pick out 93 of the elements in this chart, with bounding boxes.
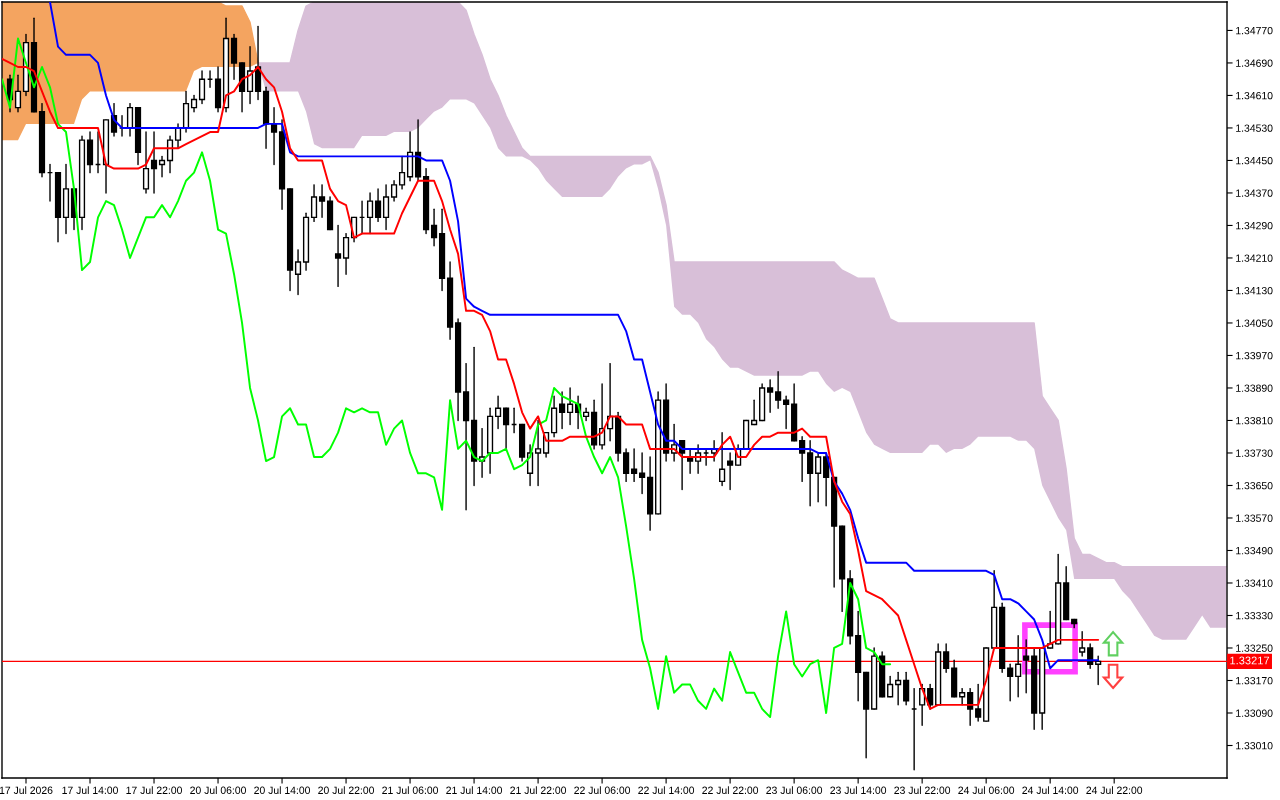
- y-tick-label: 1.33010: [1236, 742, 1273, 750]
- x-tick-label: 17 Jul 22:00: [126, 786, 182, 794]
- candlestick: [927, 683, 934, 710]
- x-tick-label: 23 Jul 14:00: [830, 786, 887, 794]
- candlestick: [975, 683, 982, 722]
- y-tick-label: 1.33490: [1236, 546, 1273, 555]
- candlestick: [767, 379, 774, 414]
- candlestick: [639, 452, 646, 495]
- y-tick-label: 1.34050: [1236, 319, 1273, 327]
- y-tick-label: 1.33410: [1236, 579, 1273, 587]
- x-tick-label: 24 Jul 14:00: [1022, 786, 1079, 794]
- line-series: [49, 2, 1100, 670]
- candlestick: [895, 671, 902, 706]
- candlestick: [582, 407, 590, 422]
- candlestick: [807, 440, 814, 507]
- candlestick: [967, 687, 974, 726]
- candlestick: [294, 249, 302, 296]
- candlestick: [398, 155, 406, 190]
- candlestick: [815, 452, 822, 503]
- candlestick: [318, 184, 326, 219]
- y-tick-label: 1.34130: [1236, 286, 1273, 295]
- candlestick: [566, 387, 574, 426]
- candlestick: [142, 131, 150, 194]
- candlestick: [1095, 655, 1102, 686]
- line-series: [2, 37, 892, 719]
- candlestick: [959, 687, 966, 706]
- y-tick-label: 1.33890: [1236, 384, 1273, 392]
- y-tick-label: 1.34690: [1236, 59, 1273, 67]
- x-tick-label: 17 Jul 14:00: [62, 786, 118, 794]
- y-tick-label: 1.34290: [1236, 221, 1273, 230]
- candlestick: [887, 675, 894, 698]
- candlestick: [342, 232, 350, 275]
- candlestick: [631, 448, 638, 483]
- candlestick: [430, 208, 438, 247]
- candlestick: [534, 419, 542, 487]
- candlestick: [366, 192, 374, 235]
- x-tick-label: 21 Jul 14:00: [446, 786, 503, 794]
- y-tick-label: 1.34210: [1236, 254, 1273, 262]
- y-tick-label: 1.34610: [1236, 91, 1273, 100]
- x-tick-label: 17 Jul 2026: [0, 786, 53, 794]
- x-tick-label: 23 Jul 06:00: [766, 786, 823, 794]
- y-tick-label: 1.33970: [1236, 351, 1273, 360]
- candlestick: [775, 371, 782, 409]
- x-tick-label: 22 Jul 14:00: [638, 786, 695, 794]
- x-tick-label: 24 Jul 06:00: [958, 786, 1015, 794]
- candlestick: [158, 155, 166, 178]
- y-tick-label: 1.33730: [1236, 449, 1273, 457]
- candlestick: [1015, 635, 1022, 698]
- x-tick-label: 20 Jul 22:00: [318, 786, 375, 794]
- candlestick: [1087, 643, 1094, 669]
- candlestick: [390, 180, 398, 202]
- candlestick: [126, 102, 134, 137]
- x-tick-label: 24 Jul 22:00: [1086, 786, 1143, 794]
- candlestick: [943, 643, 950, 674]
- candlestick: [1079, 631, 1086, 657]
- candlestick: [374, 188, 382, 223]
- y-tick-label: 1.33810: [1236, 416, 1273, 425]
- y-tick-label: 1.33170: [1236, 676, 1273, 685]
- y-tick-label: 1.34770: [1236, 26, 1273, 35]
- x-tick-label: 22 Jul 06:00: [574, 786, 631, 794]
- candlestick: [334, 224, 342, 288]
- x-tick-label: 21 Jul 06:00: [382, 786, 439, 794]
- x-tick-label: 20 Jul 06:00: [190, 786, 247, 794]
- x-tick-label: 20 Jul 14:00: [254, 786, 311, 794]
- candlestick: [558, 391, 566, 430]
- x-tick-label: 23 Jul 22:00: [894, 786, 951, 794]
- candlestick: [310, 184, 318, 223]
- candlestick: [623, 448, 630, 483]
- candlestick: [1007, 663, 1014, 702]
- candlestick: [14, 74, 22, 113]
- candlestick: [1023, 639, 1030, 694]
- y-tick-label: 1.34450: [1236, 156, 1273, 165]
- candlestick: [751, 399, 758, 426]
- y-tick-label: 1.34370: [1236, 189, 1273, 197]
- y-tick-label: 1.33330: [1236, 611, 1273, 620]
- candlestick: [727, 452, 734, 491]
- x-tick-label: 21 Jul 22:00: [510, 786, 567, 794]
- y-tick-label: 1.33650: [1236, 481, 1273, 490]
- y-tick-label: 1.34530: [1236, 124, 1273, 132]
- ref-line-label: 1.33217: [1230, 656, 1270, 665]
- candlestick: [719, 431, 726, 487]
- candlestick: [502, 407, 510, 450]
- candlestick: [166, 135, 174, 174]
- x-tick-label: 22 Jul 22:00: [702, 786, 759, 794]
- candlestick: [382, 184, 390, 231]
- y-tick-label: 1.33570: [1236, 514, 1273, 522]
- candlestick: [903, 671, 910, 706]
- y-tick-label: 1.33250: [1236, 644, 1273, 652]
- candlestick: [494, 395, 502, 430]
- candlestick: [198, 70, 206, 105]
- candlestick: [150, 131, 158, 194]
- candlestick: [783, 395, 790, 430]
- y-tick-label: 1.33090: [1236, 709, 1273, 717]
